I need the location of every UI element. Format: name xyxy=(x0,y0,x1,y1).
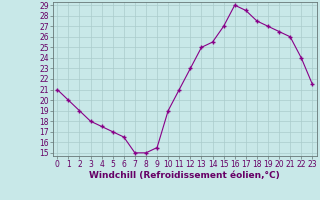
X-axis label: Windchill (Refroidissement éolien,°C): Windchill (Refroidissement éolien,°C) xyxy=(89,171,280,180)
